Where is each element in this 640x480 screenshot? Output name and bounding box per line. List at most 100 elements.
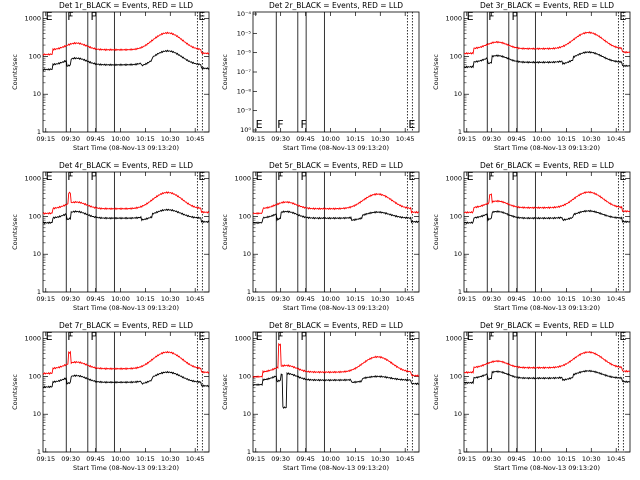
y-tick-label: 1 (458, 128, 462, 136)
y-tick-label: 1 (37, 288, 41, 296)
series-events (463, 209, 631, 225)
flag-label: F (511, 170, 517, 183)
x-tick-label: 10:00 (532, 455, 551, 463)
flag-label: F (277, 170, 283, 183)
y-tick-label: 10 (33, 90, 41, 98)
panel-title: Det 7r_BLACK = Events, RED = LLD (59, 321, 193, 330)
x-tick-label: 09:15 (246, 295, 265, 303)
y-tick-label: 10⁻⁷ (237, 68, 252, 76)
y-tick-label: 100 (239, 372, 251, 380)
x-tick-label: 09:15 (457, 135, 476, 143)
x-tick-label: 10:00 (321, 135, 340, 143)
y-axis-label: Counts/sec (221, 374, 229, 410)
flag-label: E (198, 170, 205, 183)
y-axis-label: Counts/sec (432, 374, 440, 410)
y-tick-label: 10 (243, 250, 251, 258)
x-tick-label: 10:15 (346, 135, 365, 143)
flag-label: F (488, 330, 494, 343)
x-tick-label: 10:30 (582, 135, 601, 143)
x-tick-label: 10:15 (346, 455, 365, 463)
x-tick-label: 10:45 (186, 295, 205, 303)
x-axis-label: Start Time (08-Nov-13 09:13:20) (73, 304, 179, 312)
x-tick-label: 10:00 (532, 295, 551, 303)
flag-label: F (90, 330, 96, 343)
flag-label: E (198, 330, 205, 343)
x-tick-label: 10:30 (371, 455, 390, 463)
plot-frame (463, 331, 631, 453)
x-tick-label: 10:00 (321, 455, 340, 463)
flag-label: F (67, 330, 73, 343)
x-tick-label: 10:15 (136, 135, 155, 143)
x-axis-label: Start Time (08-Nov-13 09:13:20) (73, 144, 179, 152)
x-tick-label: 10:30 (371, 135, 390, 143)
panel-5: Det 5r_BLACK = Events, RED = LLD 09:15 09:… (221, 161, 420, 312)
series-events (463, 50, 631, 69)
x-tick-label: 10:45 (396, 295, 415, 303)
flag-label: F (511, 10, 517, 23)
y-tick-label: 1000 (234, 175, 251, 183)
series-lld (464, 190, 631, 214)
x-tick-label: 10:45 (396, 455, 415, 463)
flag-label: F (67, 170, 73, 183)
y-axis-label: Counts/sec (221, 214, 229, 250)
x-tick-label: 09:15 (457, 295, 476, 303)
y-tick-label: 10 (454, 410, 462, 418)
x-tick-label: 10:45 (607, 135, 626, 143)
x-tick-label: 10:15 (136, 295, 155, 303)
flag-label: F (67, 10, 73, 23)
panel-4: Det 4r_BLACK = Events, RED = LLD 09:15 09:… (11, 161, 210, 312)
x-tick-label: 10:15 (136, 455, 155, 463)
flag-label: F (300, 118, 306, 131)
x-tick-label: 09:45 (86, 455, 105, 463)
flag-label: E (467, 170, 474, 183)
y-axis-label: Counts/sec (11, 374, 19, 410)
panel-title: Det 1r_BLACK = Events, RED = LLD (59, 1, 193, 10)
x-axis-label: Start Time (08-Nov-13 09:13:20) (494, 304, 600, 312)
x-tick-label: 10:15 (557, 295, 576, 303)
flag-label: F (90, 170, 96, 183)
series-lld (42, 350, 210, 375)
series-lld (42, 191, 210, 215)
series-events (252, 371, 420, 410)
flag-label: E (256, 170, 263, 183)
x-tick-label: 10:00 (321, 295, 340, 303)
panel-1: Det 1r_BLACK = Events, RED = LLD 09:15 09:… (11, 1, 210, 152)
flag-label: E (256, 118, 263, 131)
y-tick-label: 100 (450, 52, 462, 60)
plot-frame (42, 331, 210, 453)
y-tick-label: 10⁰ (240, 126, 251, 134)
flag-label: E (408, 118, 415, 131)
y-tick-label: 10 (243, 410, 251, 418)
panel-title: Det 6r_BLACK = Events, RED = LLD (480, 161, 614, 170)
x-tick-label: 09:45 (296, 295, 315, 303)
x-tick-label: 09:15 (36, 455, 55, 463)
x-tick-label: 10:15 (557, 135, 576, 143)
series-lld (252, 342, 420, 379)
x-tick-label: 09:15 (457, 455, 476, 463)
x-tick-label: 09:45 (507, 135, 526, 143)
x-tick-label: 09:30 (61, 295, 80, 303)
x-axis-label: Start Time (08-Nov-13 09:13:20) (283, 464, 389, 472)
series-events (42, 370, 210, 389)
x-tick-label: 10:45 (607, 295, 626, 303)
y-tick-label: 1 (458, 288, 462, 296)
series-lld (463, 350, 631, 374)
x-tick-label: 10:30 (161, 455, 180, 463)
plot-frame (463, 171, 631, 293)
y-tick-label: 1000 (234, 335, 251, 343)
flag-label: E (619, 10, 626, 23)
x-tick-label: 10:00 (111, 455, 130, 463)
plot-frame (252, 331, 420, 453)
x-tick-label: 09:30 (271, 135, 290, 143)
series-events (463, 369, 631, 385)
y-tick-label: 10⁻⁹ (237, 107, 252, 115)
x-tick-label: 10:30 (161, 135, 180, 143)
y-tick-label: 1000 (24, 175, 41, 183)
x-tick-label: 09:30 (61, 455, 80, 463)
x-tick-label: 09:30 (482, 135, 501, 143)
y-axis-label: Counts/sec (11, 214, 19, 250)
flag-label: F (511, 330, 517, 343)
x-tick-label: 10:45 (396, 135, 415, 143)
x-tick-label: 09:45 (507, 295, 526, 303)
x-tick-label: 09:15 (36, 135, 55, 143)
